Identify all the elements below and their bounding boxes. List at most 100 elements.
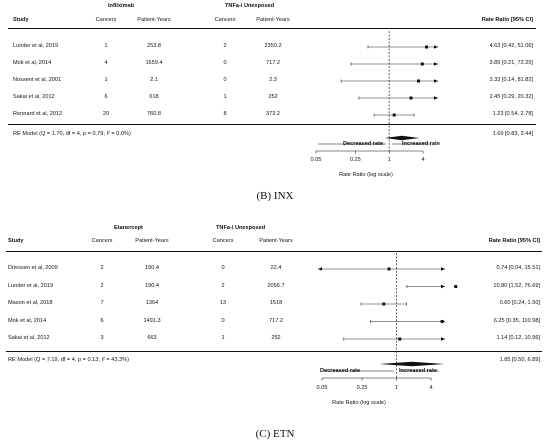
patient-years-unexposed: 252: [271, 335, 281, 341]
header-rule: [8, 28, 536, 29]
cancers-treatment: 1: [104, 77, 108, 83]
rate-ratio-ci: 3.33 [0.14, 81.82]: [489, 77, 533, 83]
point-estimate: [440, 320, 444, 323]
patient-years-treatment: 1659.4: [145, 60, 163, 66]
patient-years-unexposed: 2350.2: [264, 43, 282, 49]
cancers-unexposed: 2: [223, 43, 227, 49]
column-header-py-a: Patient-Years: [137, 17, 171, 23]
column-header-py-b: Patient-Years: [259, 238, 293, 244]
caption-etn: (C) ETN: [255, 428, 295, 440]
column-header-cancers-a: Cancers: [91, 238, 113, 244]
point-estimate: [392, 113, 396, 117]
axis-label: Rate Ratio (log scale): [339, 172, 393, 178]
tick-label: 1: [394, 385, 399, 391]
point-estimate: [387, 267, 391, 271]
summary-rate-ratio: 1.85 [0.50, 6.89]: [499, 357, 540, 363]
point-estimate: [409, 96, 413, 100]
ci-arrow-right: [434, 45, 438, 49]
plot-area: [318, 253, 458, 381]
summary-diamond: [379, 361, 445, 367]
rate-ratio-ci: 6.25 [0.35, 110.98]: [493, 317, 540, 324]
cancers-treatment: 2: [100, 265, 104, 271]
ci-arrow-right: [441, 267, 445, 271]
tick-label: 0.05: [310, 157, 322, 163]
patient-years-treatment: 253.8: [147, 43, 161, 49]
summary-rule: [8, 124, 536, 125]
rate-ratio-ci: 0.74 [0.04, 15.51]: [496, 265, 540, 271]
patient-years-treatment: 618: [149, 94, 159, 100]
summary-label: RE Model (Q = 7.19, df = 4, p = 0.13; I²…: [8, 357, 129, 363]
point-estimate: [454, 285, 458, 288]
study-name: Driessen et al, 2009: [8, 265, 58, 271]
column-header-rate-ratio: Rate Ratio [95% CI]: [481, 17, 533, 23]
point-estimate: [417, 79, 421, 83]
column-header-py-a: Patient-Years: [135, 238, 169, 244]
patient-years-unexposed: 2056.7: [267, 282, 285, 289]
cancers-unexposed: 8: [223, 111, 227, 117]
plot-area: [315, 31, 438, 154]
group-header-control: TNFa-i Unexposed: [216, 225, 266, 231]
point-estimate: [398, 337, 402, 341]
patient-years-unexposed: 22.4: [270, 265, 282, 271]
column-header-rate-ratio: Rate Ratio [95% CI]: [488, 238, 540, 244]
forest-plot-etn: Etanercept TNFa-i Unexposed Study Cancer…: [0, 213, 550, 446]
point-estimate: [382, 302, 386, 306]
summary-diamond: [384, 135, 420, 141]
rate-ratio-ci: 1.23 [0.54, 2.78]: [492, 111, 533, 117]
tick-label: 0.05: [316, 385, 328, 391]
patient-years-unexposed: 717.2: [266, 60, 280, 66]
rate-ratio-ci: 0.60 [0.24, 1.50]: [499, 300, 540, 306]
patient-years-unexposed: 1518: [269, 300, 283, 306]
point-estimate: [420, 62, 424, 66]
summary-label: RE Model (Q = 1.70, df = 4, p = 0.79; I²…: [13, 131, 131, 137]
study-name: Mok et al, 2014: [13, 60, 52, 66]
ci-arrow-right: [441, 284, 445, 289]
rate-ratio-ci: 3.89 [0.21, 72.25]: [489, 60, 533, 66]
study-name: Lunder et al, 2019: [8, 282, 54, 289]
group-header-treatment: Infliximab: [108, 3, 135, 9]
study-name: Sakai et al, 2012: [13, 94, 55, 100]
ci-arrow-right: [434, 79, 438, 83]
patient-years-unexposed: 2.3: [269, 77, 277, 83]
cancers-unexposed: 0: [221, 317, 225, 324]
forest-plot-inx: Infliximab TNFa-i Unexposed Study Cancer…: [0, 0, 550, 215]
tick-label: 4: [421, 157, 425, 163]
study-name: Mok et al, 2014: [8, 317, 47, 324]
cancers-treatment: 1: [104, 43, 108, 49]
cancers-treatment: 6: [104, 94, 108, 100]
study-name: Sakai et al, 2012: [8, 335, 50, 341]
column-header-cancers-a: Cancers: [95, 17, 117, 23]
patient-years-treatment: 190.4: [145, 282, 159, 289]
cancers-unexposed: 2: [221, 282, 225, 289]
ci-arrow-right: [441, 337, 445, 341]
cancers-unexposed: 1: [223, 94, 227, 100]
patient-years-treatment: 2.1: [150, 77, 158, 83]
group-header-control: TNFa-i Unexposed: [225, 3, 275, 9]
cancers-treatment: 3: [100, 335, 104, 341]
axis-label: Rate Ratio (log scale): [332, 400, 386, 406]
point-estimate: [425, 45, 429, 49]
group-header-treatment: Etanercept: [114, 225, 143, 231]
patient-years-unexposed: 373.2: [266, 111, 280, 117]
tick-label: 0.25: [356, 385, 368, 391]
patient-years-unexposed: 717.2: [269, 317, 283, 324]
caption-inx: (B) INX: [256, 190, 294, 202]
cancers-treatment: 20: [102, 111, 110, 117]
column-header-cancers-b: Cancers: [214, 17, 236, 23]
tick-label: 1: [387, 157, 391, 163]
cancers-treatment: 4: [104, 60, 108, 66]
cancers-treatment: 6: [100, 317, 104, 324]
ci-arrow-right: [434, 96, 438, 100]
tick-label: 4: [429, 385, 433, 391]
ci-arrow-right: [434, 62, 438, 66]
summary-rule: [6, 351, 542, 352]
rate-ratio-ci: 1.14 [0.12, 10.96]: [496, 335, 540, 341]
summary-rate-ratio: 1.69 [0.83, 3.44]: [492, 131, 533, 137]
cancers-unexposed: 1: [221, 335, 225, 341]
study-name: Nossent et al, 2001: [13, 77, 62, 83]
study-name: Lunder et al, 2019: [13, 43, 59, 49]
column-header-cancers-b: Cancers: [212, 238, 234, 244]
cancers-treatment: 7: [100, 300, 104, 306]
study-name: Rennard et al, 2012: [13, 111, 63, 117]
column-header-py-b: Patient-Years: [256, 17, 290, 23]
